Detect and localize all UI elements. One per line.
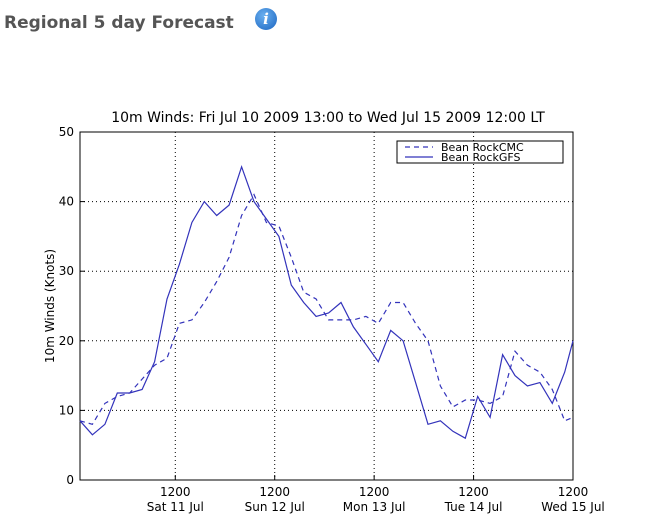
y-tick-label: 20 (59, 334, 74, 348)
y-tick-label: 30 (59, 264, 74, 278)
x-tick-label: 1200 Wed 15 Jul (541, 485, 605, 514)
y-axis-label: 10m Winds (Knots) (43, 249, 57, 363)
x-tick-label: 1200 Sun 12 Jul (244, 485, 305, 514)
info-icon[interactable]: i (255, 8, 277, 30)
legend-label: Bean RockCMC (441, 141, 524, 154)
legend-box (396, 140, 564, 164)
chart-title: 10m Winds: Fri Jul 10 2009 13:00 to Wed … (111, 110, 545, 126)
legend-label: Bean RockGFS (441, 151, 520, 164)
plot-frame (79, 131, 574, 481)
y-tick-label: 50 (59, 125, 74, 139)
series-line (79, 164, 574, 440)
x-tick-label: 1200 Tue 14 Jul (444, 485, 503, 514)
y-tick-label: 40 (59, 195, 74, 209)
x-tick-label: 1200 Mon 13 Jul (342, 485, 406, 514)
x-tick-label: 1200 Sat 11 Jul (146, 485, 204, 514)
page-title: Regional 5 day Forecast (4, 13, 234, 33)
series-line (79, 193, 574, 426)
y-tick-label: 10 (59, 403, 74, 417)
y-tick-label: 0 (66, 473, 74, 487)
